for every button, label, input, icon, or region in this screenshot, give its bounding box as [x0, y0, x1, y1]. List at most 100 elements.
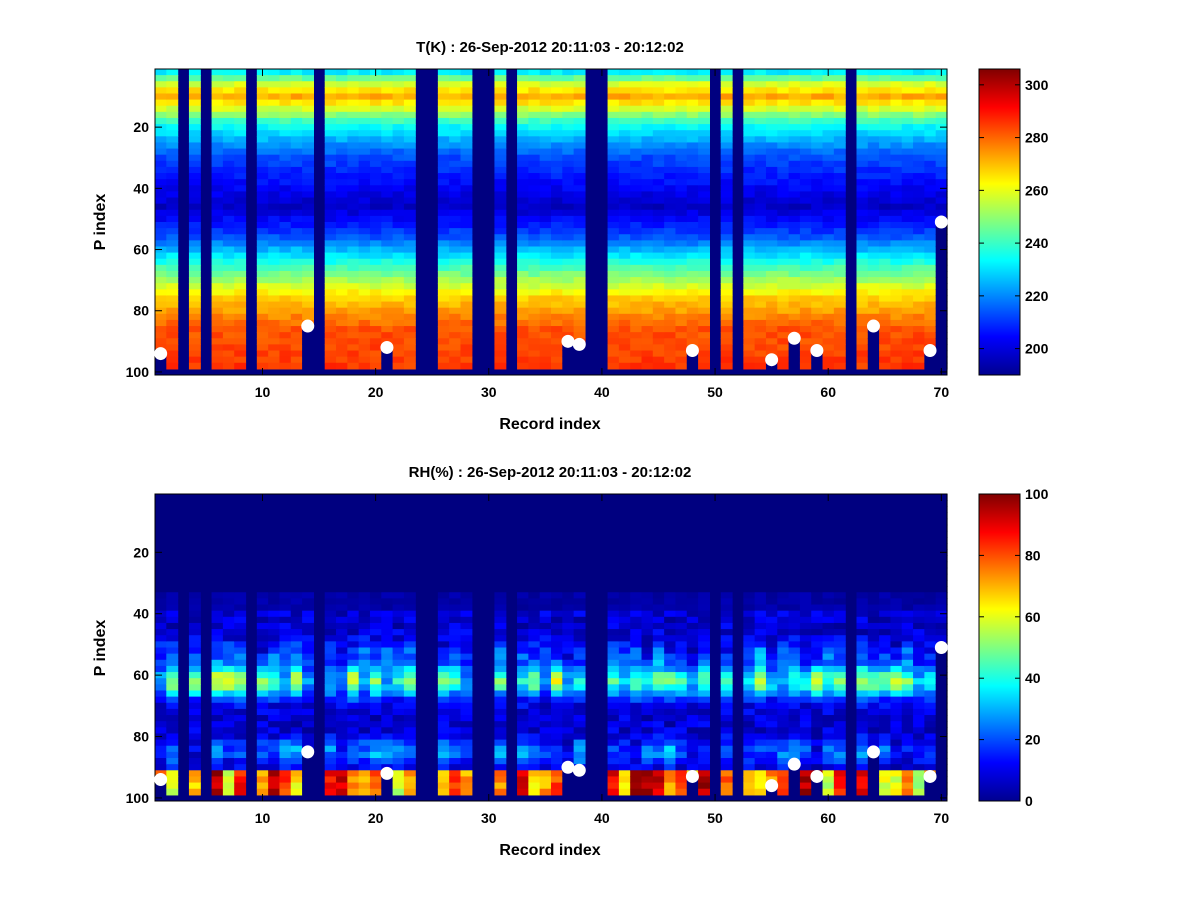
heatmap-cell	[856, 240, 869, 248]
heatmap-cell	[324, 776, 337, 784]
heatmap-cell	[551, 319, 563, 327]
heatmap-cell	[743, 117, 756, 125]
heatmap-cell	[607, 69, 620, 76]
heatmap-cell	[336, 678, 348, 685]
heatmap-cell	[924, 356, 937, 364]
heatmap-cell	[381, 702, 394, 710]
heatmap-cell	[358, 148, 371, 156]
heatmap-cell	[403, 536, 416, 544]
heatmap-cell	[222, 604, 235, 612]
heatmap-cell	[460, 87, 473, 95]
heatmap-cell	[788, 561, 801, 569]
heatmap-cell	[675, 770, 688, 778]
heatmap-cell	[890, 124, 903, 131]
heatmap-cell	[268, 727, 281, 735]
heatmap-cell	[811, 258, 824, 266]
heatmap-cell	[618, 203, 631, 211]
heatmap-cell	[166, 696, 179, 704]
heatmap-cell	[528, 179, 541, 186]
heatmap-cell	[935, 117, 948, 125]
heatmap-cell	[392, 592, 405, 599]
heatmap-cell	[686, 561, 699, 569]
heatmap-cell	[822, 215, 835, 223]
heatmap-cell	[765, 252, 778, 260]
heatmap-cell	[222, 708, 235, 716]
heatmap-cell	[494, 319, 507, 327]
heatmap-cell	[618, 739, 631, 747]
heatmap-cell	[811, 215, 824, 223]
heatmap-cell	[562, 87, 575, 95]
heatmap-cell	[890, 246, 903, 254]
heatmap-cell	[765, 641, 778, 649]
heatmap-cell	[856, 234, 869, 241]
heatmap-cell	[551, 715, 563, 722]
heatmap-cell	[811, 356, 824, 364]
heatmap-cell	[494, 105, 507, 113]
heatmap-cell	[675, 173, 688, 180]
heatmap-cell	[777, 81, 790, 88]
heatmap-cell	[618, 500, 631, 507]
heatmap-cell	[833, 191, 846, 199]
heatmap-cell	[437, 616, 450, 624]
heatmap-cell	[754, 635, 767, 642]
heatmap-cell	[528, 344, 541, 352]
heatmap-cell	[539, 665, 552, 673]
heatmap-cell	[437, 160, 450, 168]
heatmap-cell	[369, 727, 382, 735]
heatmap-cell	[675, 598, 688, 606]
heatmap-cell	[166, 622, 179, 630]
heatmap-cell	[901, 203, 914, 211]
heatmap-cell	[449, 313, 462, 321]
heatmap-cell	[720, 258, 733, 266]
heatmap-cell	[166, 715, 179, 722]
heatmap-cell	[765, 696, 778, 704]
heatmap-cell	[562, 81, 575, 88]
heatmap-cell	[437, 264, 450, 272]
heatmap-cell	[901, 173, 914, 180]
heatmap-cell	[268, 751, 281, 759]
heatmap-cell	[675, 690, 688, 698]
heatmap-cell	[573, 234, 586, 241]
heatmap-cell	[302, 191, 314, 199]
heatmap-cell	[155, 160, 167, 168]
heatmap-cell	[437, 301, 450, 309]
heatmap-cell	[539, 191, 552, 199]
heatmap-cell	[788, 105, 801, 113]
heatmap-cell	[460, 555, 473, 563]
heatmap-cell	[799, 136, 812, 144]
heatmap-cell	[686, 111, 699, 119]
heatmap-cell	[369, 313, 382, 321]
heatmap-cell	[686, 659, 699, 667]
heatmap-cell	[913, 197, 925, 205]
heatmap-cell	[879, 87, 892, 95]
heatmap-cell	[347, 332, 360, 339]
heatmap-cell	[155, 277, 167, 284]
heatmap-cell	[652, 702, 665, 710]
heatmap-cell	[618, 166, 631, 174]
heatmap-cell	[392, 160, 405, 168]
heatmap-cell	[867, 338, 880, 345]
heatmap-cell	[765, 561, 778, 569]
heatmap-cell	[494, 788, 507, 796]
heatmap-cell	[528, 598, 541, 606]
heatmap-cell	[166, 536, 179, 544]
heatmap-cell	[675, 319, 688, 327]
heatmap-cell	[641, 332, 654, 339]
heatmap-cell	[211, 555, 224, 563]
heatmap-cell	[211, 506, 224, 514]
heatmap-cell	[867, 185, 880, 192]
heatmap-cell	[155, 228, 167, 235]
heatmap-cell	[641, 672, 654, 679]
heatmap-cell	[324, 93, 337, 101]
heatmap-cell	[856, 69, 869, 76]
heatmap-cell	[720, 524, 733, 532]
heatmap-cell	[607, 173, 620, 180]
heatmap-cell	[652, 179, 665, 186]
heatmap-cell	[528, 579, 541, 587]
heatmap-cell	[573, 258, 586, 266]
heatmap-cell	[437, 758, 450, 765]
heatmap-cell	[867, 81, 880, 88]
heatmap-cell	[403, 573, 416, 581]
heatmap-cell	[799, 295, 812, 303]
heatmap-cell	[166, 356, 179, 364]
